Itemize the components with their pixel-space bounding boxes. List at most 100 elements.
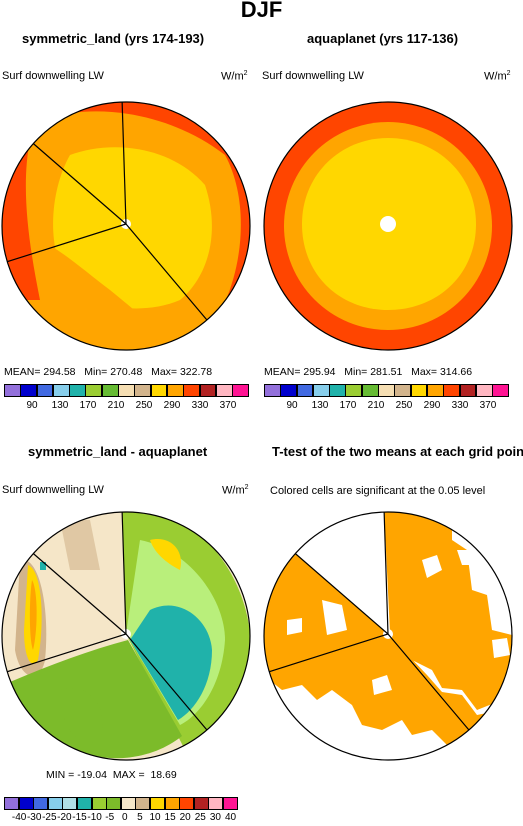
panel-2-stats: MEAN= 295.94 Min= 281.51 Max= 314.66: [264, 366, 473, 378]
colorbar-tick-label: -30: [26, 812, 42, 823]
colorbar-tick-label: -40: [11, 812, 27, 823]
colorbar-swatch: [443, 384, 461, 397]
panel-1-variable: Surf downwelling LW: [2, 70, 104, 82]
colorbar-tick-label: 130: [311, 400, 329, 411]
colorbar-swatch: [47, 797, 63, 810]
colorbar-tick-label: 170: [339, 400, 357, 411]
colorbar-swatch: [426, 384, 444, 397]
colorbar-tick-label: 290: [423, 400, 441, 411]
colorbar-swatch: [4, 797, 20, 810]
panel-3-map: [1, 511, 251, 761]
colorbar-tick-label: -15: [72, 812, 87, 823]
colorbar-tick-label: 370: [479, 400, 497, 411]
colorbar-swatch: [4, 384, 21, 397]
colorbar-swatch: [33, 797, 49, 810]
colorbar-swatch: [69, 384, 86, 397]
colorbar-swatch: [120, 797, 136, 810]
colorbar-swatch: [91, 797, 107, 810]
panel-3-variable: Surf downwelling LW: [2, 484, 104, 496]
panel-1-map: [1, 101, 251, 351]
colorbar-swatch: [475, 384, 493, 397]
panel-1-units: W/m2: [221, 70, 248, 83]
colorbar-tick-label: -5: [105, 812, 115, 823]
colorbar-tick-label: 170: [79, 400, 97, 411]
colorbar-tick-label: 40: [224, 812, 237, 823]
colorbar-swatch: [106, 797, 122, 810]
colorbar-tick-label: -25: [42, 812, 57, 823]
colorbar-swatch: [85, 384, 103, 397]
colorbar-tick-label: -10: [87, 812, 102, 823]
colorbar-swatch: [492, 384, 509, 397]
colorbar-swatch: [179, 797, 195, 810]
panel-1-colorbar-labels: 90 130 170 210 250 290 330 370: [4, 400, 256, 414]
colorbar-swatch: [164, 797, 180, 810]
colorbar-swatch: [76, 797, 93, 810]
colorbar-swatch: [361, 384, 379, 397]
colorbar-tick-label: 15: [164, 812, 176, 823]
colorbar-swatch: [166, 384, 184, 397]
panel-3-colorbar: [4, 797, 238, 810]
colorbar-tick-label: 90: [26, 400, 38, 411]
panel-4-note: Colored cells are significant at the 0.0…: [270, 485, 486, 497]
colorbar-swatch: [378, 384, 395, 397]
colorbar-tick-label: 250: [395, 400, 413, 411]
colorbar-swatch: [149, 797, 166, 810]
colorbar-swatch: [232, 384, 249, 397]
colorbar-tick-label: 30: [209, 812, 221, 823]
colorbar-tick-label: -20: [57, 812, 72, 823]
colorbar-tick-label: 210: [107, 400, 125, 411]
colorbar-tick-label: 20: [179, 812, 191, 823]
colorbar-swatch: [394, 384, 412, 397]
panel-1-title: symmetric_land (yrs 174-193): [22, 31, 205, 46]
panel-3-units: W/m2: [222, 484, 249, 497]
colorbar-swatch: [118, 384, 135, 397]
colorbar-swatch: [296, 384, 314, 397]
panel-2-title: aquaplanet (yrs 117-136): [307, 31, 459, 46]
panel-4-map: [263, 511, 513, 761]
colorbar-swatch: [345, 384, 363, 397]
colorbar-swatch: [36, 384, 54, 397]
colorbar-tick-label: 90: [286, 400, 298, 411]
colorbar-tick-label: 25: [194, 812, 206, 823]
colorbar-swatch: [134, 384, 152, 397]
colorbar-swatch: [101, 384, 119, 397]
panel-3-colorbar-labels: -40 -30 -25 -20 -15 -10 -5 0 5 10 15 20 25 30 40: [4, 812, 246, 826]
figure-title: DJF: [240, 0, 283, 22]
colorbar-swatch: [459, 384, 477, 397]
colorbar-tick-label: 330: [191, 400, 209, 411]
colorbar-tick-label: 330: [451, 400, 469, 411]
colorbar-swatch: [18, 797, 34, 810]
colorbar-swatch: [410, 384, 428, 397]
panel-2-map: [263, 101, 513, 351]
colorbar-swatch: [62, 797, 78, 810]
panel-4-title: T-test of the two means at each grid poi…: [272, 444, 523, 459]
colorbar-tick-label: 5: [137, 812, 143, 823]
colorbar-swatch: [183, 384, 201, 397]
colorbar-swatch: [215, 384, 233, 397]
panel-1-stats: MEAN= 294.58 Min= 270.48 Max= 322.78: [4, 366, 213, 378]
colorbar-swatch: [329, 384, 346, 397]
panel-2-units: W/m2: [484, 70, 511, 83]
colorbar-swatch: [150, 384, 168, 397]
colorbar-swatch: [312, 384, 330, 397]
colorbar-tick-label: 130: [51, 400, 69, 411]
colorbar-swatch: [199, 384, 217, 397]
colorbar-tick-label: 210: [367, 400, 385, 411]
colorbar-tick-label: 290: [163, 400, 181, 411]
colorbar-tick-label: 250: [135, 400, 153, 411]
colorbar-swatch: [193, 797, 209, 810]
panel-3-stats: MIN = -19.04 MAX = 18.69: [46, 769, 177, 781]
colorbar-swatch: [52, 384, 70, 397]
colorbar-tick-label: 0: [122, 812, 128, 823]
panel-3-title: symmetric_land - aquaplanet: [28, 444, 208, 459]
colorbar-swatch: [222, 797, 238, 810]
colorbar-swatch: [264, 384, 281, 397]
panel-1-colorbar: [4, 384, 249, 397]
panel-2-colorbar: [264, 384, 509, 397]
colorbar-tick-label: 10: [149, 812, 161, 823]
colorbar-swatch: [135, 797, 151, 810]
panel-2-colorbar-labels: 90 130 170 210 250 290 330 370: [264, 400, 516, 414]
colorbar-swatch: [280, 384, 298, 397]
colorbar-tick-label: 370: [219, 400, 237, 411]
panel-2-variable: Surf downwelling LW: [262, 70, 364, 82]
